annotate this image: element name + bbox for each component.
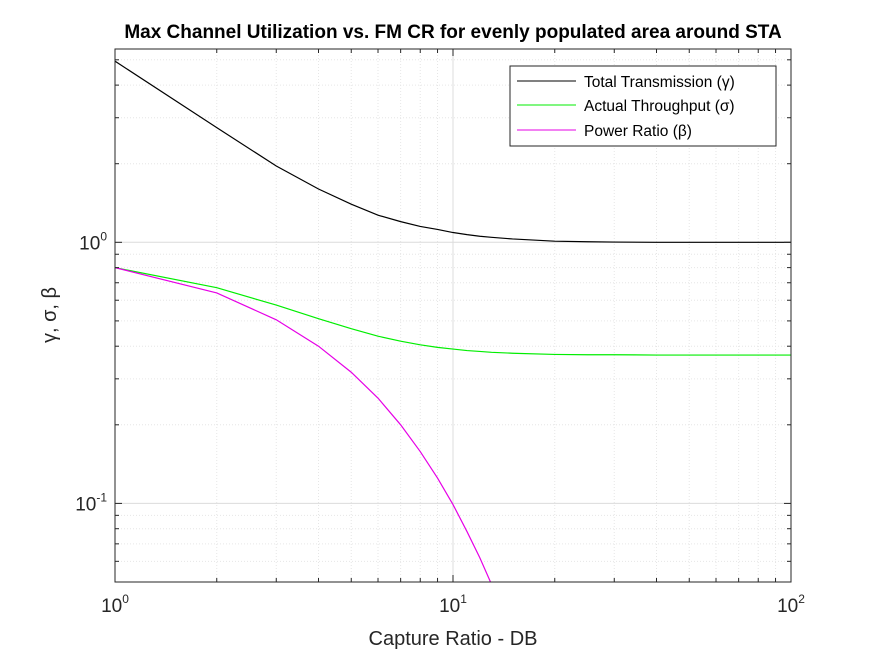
series-line-actual-throughput — [115, 267, 791, 356]
y-tick-label: 10-1 — [75, 490, 107, 515]
series-line-power-ratio — [115, 267, 492, 582]
legend-label-power-ratio: Power Ratio (β) — [584, 123, 692, 140]
series-group — [115, 60, 791, 582]
y-axis-label: γ, σ, β — [39, 287, 61, 343]
legend-box — [509, 65, 777, 147]
tick-labels: 100 101 102 10-1 100 — [75, 229, 805, 617]
x-tick-label: 100 — [101, 592, 129, 617]
axis-ticks — [114, 49, 792, 583]
x-tick-label: 102 — [777, 592, 805, 617]
legend-label-total-transmission: Total Transmission (γ) — [584, 74, 735, 91]
x-tick-label: 101 — [439, 592, 467, 617]
x-axis-label: Capture Ratio - DB — [369, 628, 538, 650]
chart-title: Max Channel Utilization vs. FM CR for ev… — [124, 22, 782, 43]
series-line-total-transmission — [115, 60, 791, 243]
legend: Total Transmission (γ) Actual Throughput… — [509, 65, 777, 147]
plot-frame — [114, 48, 792, 583]
minor-grid — [115, 49, 791, 583]
y-tick-label: 100 — [79, 229, 107, 254]
legend-label-actual-throughput: Actual Throughput (σ) — [584, 98, 735, 115]
